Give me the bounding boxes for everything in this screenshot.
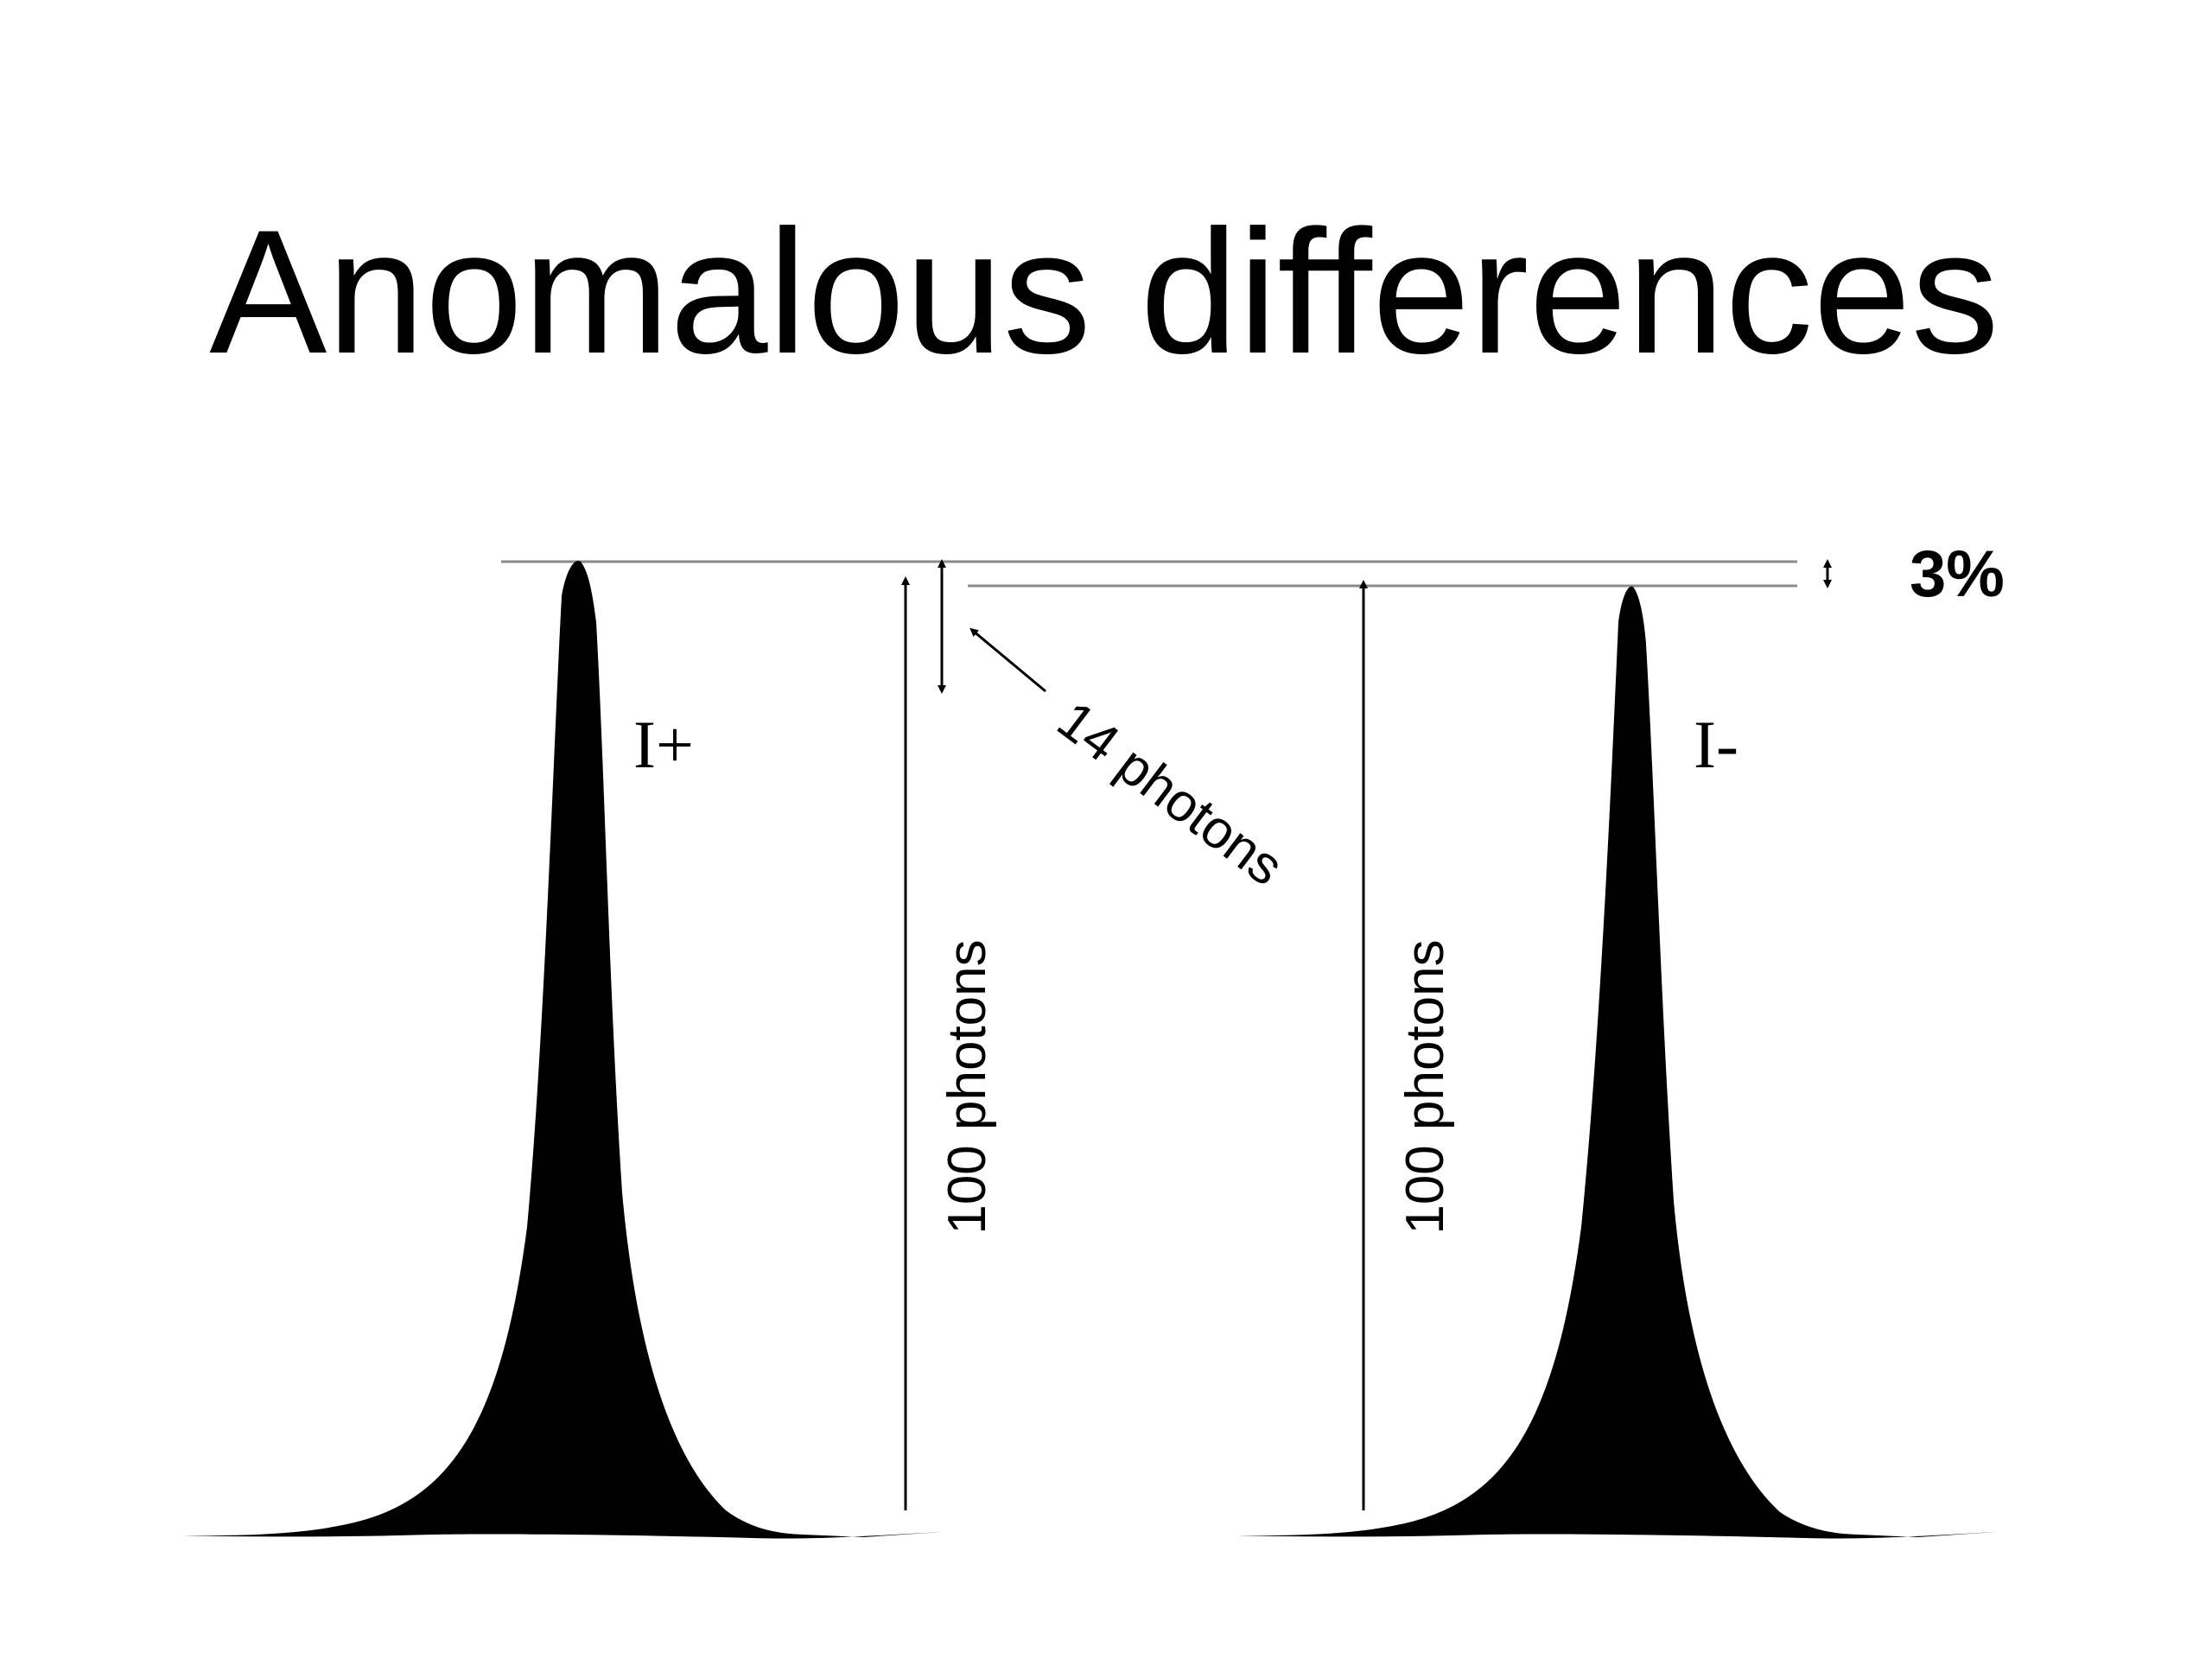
peak-i-minus bbox=[1231, 586, 1996, 1539]
slide-title: Anomalous differences bbox=[209, 194, 1999, 391]
difference-label: 14 photons bbox=[1046, 690, 1294, 898]
height-label-right: 100 photons bbox=[1395, 939, 1455, 1234]
percent-label: 3% bbox=[1910, 537, 2005, 611]
peak-label-i-minus: I- bbox=[1694, 707, 1738, 782]
peak-i-plus bbox=[177, 561, 942, 1539]
difference-pointer-arrow bbox=[969, 627, 1046, 693]
peak-label-i-plus: I+ bbox=[633, 707, 694, 782]
height-label-left: 100 photons bbox=[938, 939, 997, 1234]
